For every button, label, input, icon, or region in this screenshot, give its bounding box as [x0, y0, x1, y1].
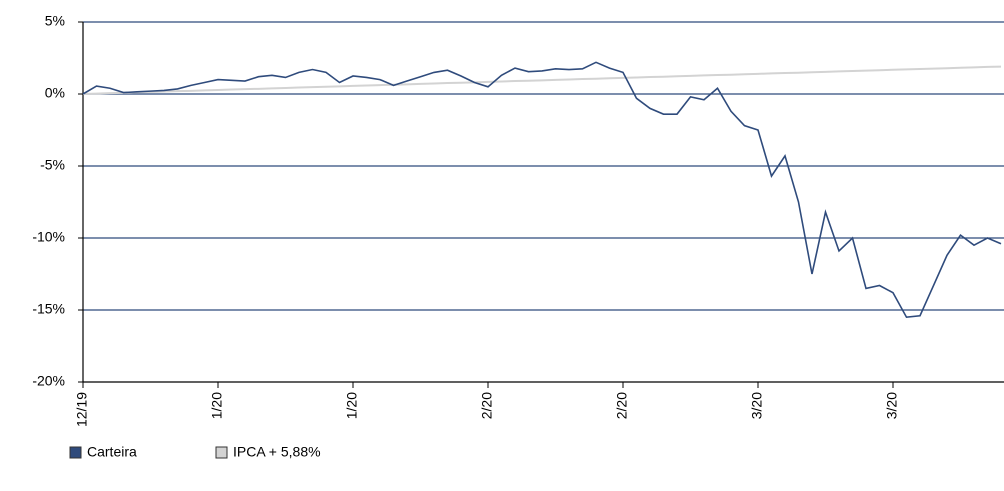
x-tick-label: 2/20	[479, 392, 495, 419]
y-tick-label: -15%	[32, 301, 65, 317]
y-tick-label: -10%	[32, 229, 65, 245]
legend-label: IPCA + 5,88%	[233, 444, 321, 460]
x-tick-label: 3/20	[749, 392, 765, 419]
x-tick-label: 3/20	[884, 392, 900, 419]
x-tick-label: 2/20	[614, 392, 630, 419]
y-tick-label: 0%	[45, 85, 65, 101]
y-tick-label: 5%	[45, 13, 65, 29]
y-tick-label: -5%	[40, 157, 65, 173]
legend-swatch	[215, 446, 228, 459]
series-line	[82, 65, 1002, 95]
x-tick-label: 12/19	[74, 392, 90, 427]
y-tick-label: -20%	[32, 373, 65, 389]
x-tick-label: 1/20	[209, 392, 225, 419]
legend-swatch	[69, 446, 82, 459]
legend-label: Carteira	[87, 444, 137, 460]
series-line	[82, 61, 1002, 319]
x-tick-label: 1/20	[344, 392, 360, 419]
